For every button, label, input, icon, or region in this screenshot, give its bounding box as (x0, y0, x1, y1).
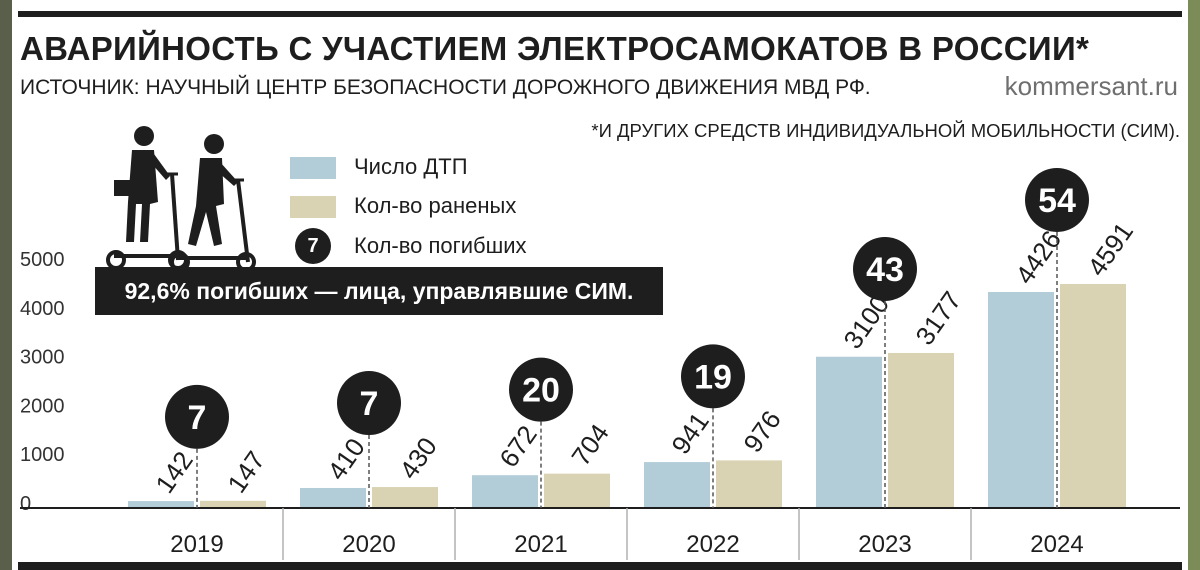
y-tick-label: 2000 (20, 395, 65, 417)
value-label-injured-2020: 430 (393, 432, 442, 485)
bar-injured-2022 (716, 460, 782, 508)
brand-link[interactable]: kommersant.ru (1004, 71, 1178, 101)
note-banner: 92,6% погибших — лица, управлявшие СИМ. (95, 267, 663, 315)
bar-accidents-2019 (128, 501, 194, 508)
bar-injured-2023 (888, 352, 954, 508)
deaths-value-2019: 7 (188, 399, 207, 437)
x-tick-label-2020: 2020 (342, 531, 395, 558)
x-tick-label-2021: 2021 (514, 531, 567, 558)
background-left (0, 0, 12, 570)
deaths-marker-2021 (509, 357, 573, 422)
value-label-injured-2019: 147 (221, 446, 270, 499)
bar-accidents-2021 (472, 475, 538, 508)
bar-accidents-2022 (644, 462, 710, 508)
value-label-accidents-2019: 142 (149, 446, 198, 499)
value-label-injured-2023: 3177 (909, 286, 967, 351)
legend-injured-swatch (290, 196, 336, 218)
value-label-injured-2022: 976 (737, 405, 786, 458)
scooter-riders-icon (106, 126, 256, 272)
deaths-value-2020: 7 (360, 385, 379, 423)
x-tick-label-2024: 2024 (1030, 531, 1083, 558)
deaths-marker-2022 (681, 344, 745, 409)
legend-accidents-label: Число ДТП (354, 154, 468, 179)
x-tick-label-2023: 2023 (858, 531, 911, 558)
x-tick-label-2019: 2019 (170, 531, 223, 558)
y-tick-label: 3000 (20, 347, 65, 369)
top-rule (18, 11, 1182, 17)
bar-injured-2021 (544, 473, 610, 508)
y-tick-label: 0 (20, 493, 31, 515)
bar-injured-2020 (372, 487, 438, 508)
y-tick-label: 5000 (20, 249, 65, 271)
deaths-marker-2024 (1025, 167, 1089, 232)
background-right (1188, 0, 1200, 570)
value-label-accidents-2022: 941 (665, 407, 714, 460)
legend-accidents-swatch (290, 157, 336, 179)
bar-accidents-2024 (988, 292, 1054, 508)
legend-deaths-label: Кол-во погибших (354, 233, 527, 258)
deaths-marker-2019 (165, 384, 229, 449)
chart-title: АВАРИЙНОСТЬ С УЧАСТИЕМ ЭЛЕКТРОСАМОКАТОВ … (20, 30, 1090, 67)
source-note: ИСТОЧНИК: НАУЧНЫЙ ЦЕНТР БЕЗОПАСНОСТИ ДОР… (20, 76, 871, 99)
bottom-rule (18, 562, 1182, 570)
deaths-value-2022: 19 (694, 358, 732, 396)
footnote: *И ДРУГИХ СРЕДСТВ ИНДИВИДУАЛЬНОЙ МОБИЛЬН… (591, 120, 1180, 141)
legend-injured-label: Кол-во раненых (354, 193, 517, 218)
value-label-accidents-2024: 4426 (1009, 225, 1067, 290)
bar-accidents-2023 (816, 356, 882, 508)
value-label-injured-2021: 704 (565, 418, 614, 471)
deaths-value-2021: 20 (522, 372, 560, 410)
y-tick-label: 4000 (20, 298, 65, 320)
deaths-value-2023: 43 (866, 251, 904, 289)
bar-injured-2019 (200, 500, 266, 508)
legend-deaths-marker: 7 (295, 228, 331, 264)
value-label-injured-2024: 4591 (1081, 217, 1139, 282)
bar-accidents-2020 (300, 487, 366, 508)
x-tick-label-2022: 2022 (686, 531, 739, 558)
value-label-accidents-2021: 672 (493, 420, 542, 473)
deaths-marker-2020 (337, 371, 401, 436)
y-tick-label: 1000 (20, 444, 65, 466)
value-label-accidents-2020: 410 (321, 433, 370, 486)
bar-injured-2024 (1060, 283, 1126, 508)
deaths-value-2024: 54 (1038, 182, 1076, 220)
deaths-marker-2023 (853, 236, 917, 301)
